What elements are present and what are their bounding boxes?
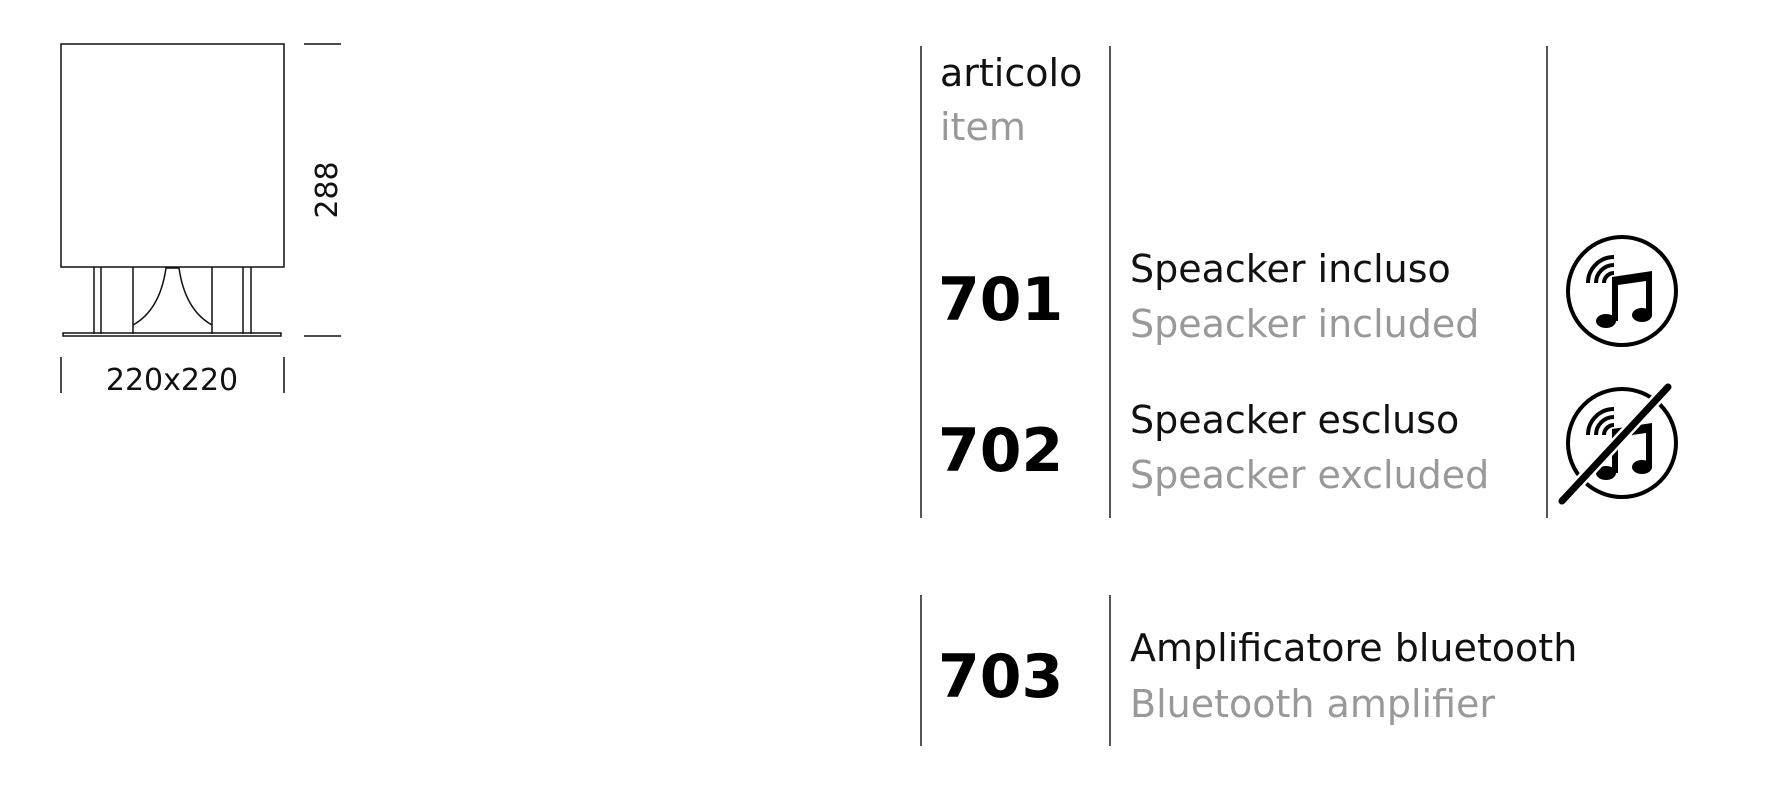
height-label: 288 — [310, 161, 345, 219]
item-name-en: Speacker included — [1130, 302, 1480, 346]
item-code: 703 — [938, 642, 1064, 712]
item-name-en: Bluetooth amplifier — [1130, 682, 1496, 726]
item-code: 701 — [938, 265, 1064, 335]
lamp-shade — [60, 43, 285, 268]
divider — [1109, 595, 1111, 746]
divider — [920, 46, 922, 518]
item-name-en: Speacker excluded — [1130, 453, 1490, 497]
item-name-it: Amplificatore bluetooth — [1130, 626, 1578, 670]
item-name-it: Speacker escluso — [1130, 398, 1460, 442]
item-name-it: Speacker incluso — [1130, 247, 1451, 291]
header-it: articolo — [940, 51, 1083, 95]
divider — [1109, 46, 1111, 518]
item-code: 702 — [938, 416, 1064, 486]
base-label: 220x220 — [105, 363, 239, 398]
header-en: item — [940, 105, 1026, 149]
divider — [920, 595, 922, 746]
lamp-base — [62, 267, 282, 337]
divider — [1546, 46, 1548, 518]
